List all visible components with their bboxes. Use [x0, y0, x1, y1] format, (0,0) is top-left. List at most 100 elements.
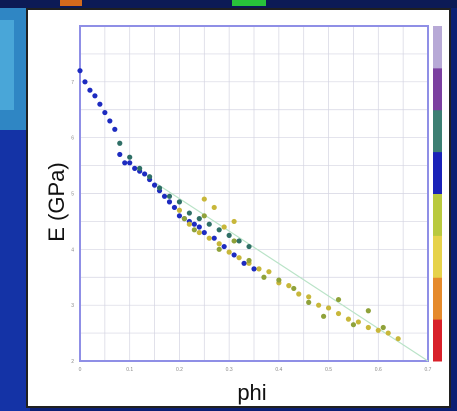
data-point	[286, 283, 292, 289]
data-point	[350, 322, 357, 328]
y-tick-label: 5	[71, 192, 74, 198]
data-point	[246, 257, 252, 264]
data-point	[345, 316, 352, 322]
data-point	[306, 294, 312, 300]
y-axis-label: E (GPa)	[44, 162, 69, 241]
data-point	[132, 165, 138, 171]
data-point	[97, 101, 103, 107]
data-point	[176, 207, 183, 213]
data-point	[296, 291, 302, 297]
data-point	[365, 324, 371, 331]
colorbar-segment	[433, 109, 442, 153]
data-point	[231, 218, 237, 225]
data-point	[176, 199, 183, 205]
colorbar-segment	[433, 151, 442, 194]
scatter-chart: 0 0.1 0.2 0.3 0.4 0.5 0.6 0.7 2 3 4 5 6 7 phi E (GPa)	[28, 10, 449, 406]
data-point	[335, 310, 342, 317]
data-point	[211, 235, 217, 241]
data-point	[107, 118, 113, 124]
data-point	[206, 235, 212, 241]
data-point	[266, 269, 272, 275]
x-tick-label: 0	[79, 367, 82, 373]
trend-line	[154, 181, 429, 362]
grid	[80, 26, 428, 361]
trend-line-path	[154, 181, 429, 362]
data-point	[196, 224, 202, 230]
x-tick-label: 0.5	[325, 367, 332, 373]
data-point	[335, 296, 342, 303]
data-point	[92, 93, 98, 99]
data-point	[122, 160, 128, 166]
data-point	[375, 327, 381, 333]
data-point	[201, 229, 207, 236]
data-point	[276, 277, 282, 283]
colorbar-segment	[433, 193, 442, 236]
x-tick-label: 0.7	[425, 367, 432, 373]
data-point	[385, 330, 391, 336]
data-point	[226, 232, 232, 238]
data-point	[191, 227, 197, 233]
data-point	[171, 204, 178, 211]
data-point	[216, 227, 222, 233]
colorbar-segment	[433, 67, 442, 111]
data-point	[161, 193, 168, 199]
data-point	[82, 79, 88, 85]
y-tick-label: 7	[71, 80, 74, 86]
data-point	[221, 224, 227, 230]
y-tick-label: 6	[71, 136, 74, 142]
data-point	[211, 204, 217, 211]
colorbar-segment	[433, 277, 442, 320]
data-points	[77, 68, 401, 342]
data-point	[261, 274, 267, 280]
data-point	[166, 199, 173, 205]
plot-background	[28, 10, 449, 406]
colorbar	[433, 26, 442, 362]
data-point	[176, 213, 183, 219]
x-tick-label: 0.6	[375, 367, 382, 373]
x-tick-label: 0.1	[126, 367, 133, 373]
colorbar-segment	[433, 319, 442, 362]
data-point	[196, 229, 202, 236]
data-point	[117, 140, 123, 146]
data-point	[216, 246, 222, 252]
data-point	[246, 243, 252, 250]
plot-frame	[79, 25, 429, 362]
data-point	[77, 68, 83, 74]
data-point	[117, 151, 123, 158]
chart-panel: 0 0.1 0.2 0.3 0.4 0.5 0.6 0.7 2 3 4 5 6 7 phi E (GPa)	[26, 8, 451, 408]
data-point	[147, 174, 153, 180]
data-point	[102, 109, 108, 116]
x-tick-label: 0.4	[275, 367, 282, 373]
data-point	[206, 221, 212, 227]
colorbar-segment	[433, 235, 442, 278]
data-point	[166, 193, 173, 199]
x-tick-label: 0.2	[176, 367, 183, 373]
y-tick-label: 3	[71, 303, 74, 309]
data-point	[156, 185, 163, 191]
data-point	[201, 196, 207, 202]
data-point	[186, 221, 192, 227]
data-point	[231, 238, 237, 244]
data-point	[355, 319, 361, 325]
data-point	[127, 160, 133, 166]
data-point	[201, 213, 207, 219]
data-point	[236, 238, 242, 244]
data-point	[191, 221, 197, 227]
data-point	[196, 216, 202, 222]
data-point	[87, 87, 93, 93]
colorbar-segment	[433, 26, 442, 69]
data-point	[395, 336, 401, 342]
data-point	[231, 252, 237, 258]
data-point	[251, 266, 257, 272]
data-point	[142, 171, 148, 177]
data-point	[112, 126, 118, 132]
data-point	[226, 249, 232, 255]
data-point	[365, 308, 371, 314]
data-point	[306, 299, 312, 305]
data-point	[291, 285, 297, 292]
y-tick-label: 4	[71, 247, 74, 253]
x-axis-label: phi	[237, 380, 266, 405]
data-point	[241, 260, 247, 266]
data-point	[256, 266, 262, 272]
tick-labels: 0 0.1 0.2 0.3 0.4 0.5 0.6 0.7 2 3 4 5 6 7	[71, 80, 431, 373]
